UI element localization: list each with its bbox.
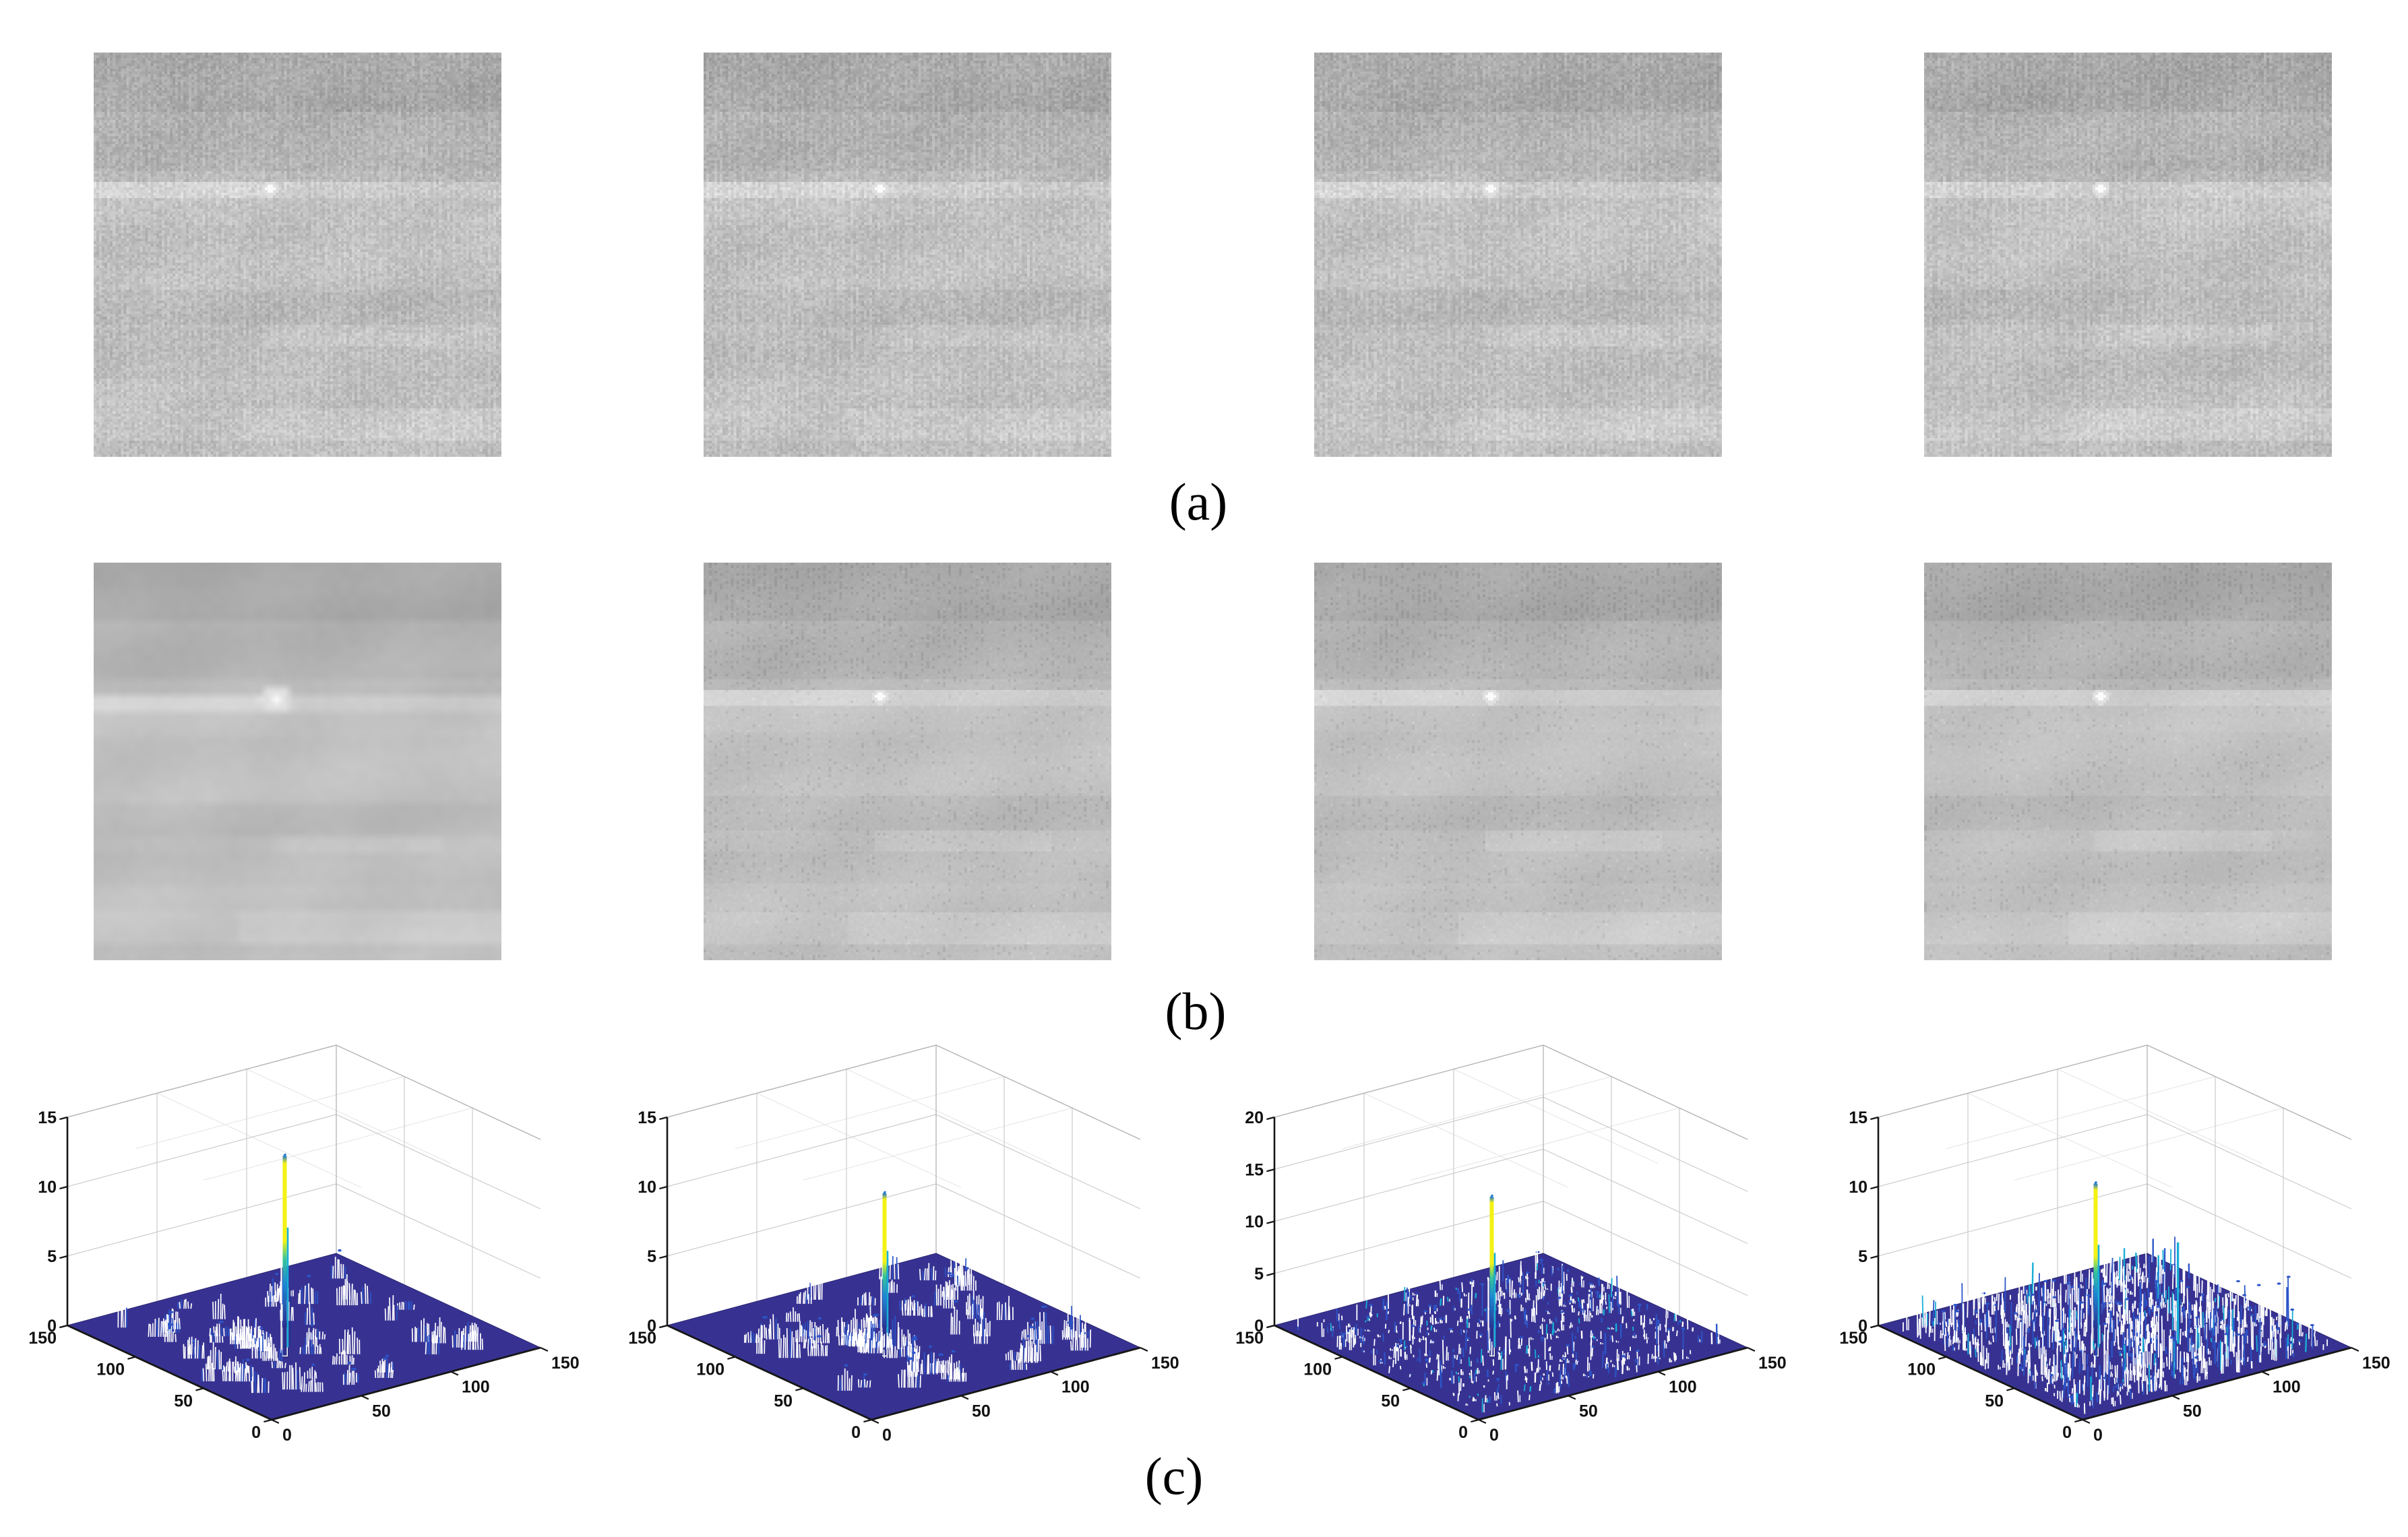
z-tick-label: 10 <box>638 1178 656 1197</box>
ir-image-b-2 <box>704 563 1111 960</box>
z-tick-label: 0 <box>1254 1317 1264 1336</box>
ir-image-b-4 <box>1924 563 2332 960</box>
y-tick-label: 50 <box>174 1391 193 1410</box>
x-tick-label: 50 <box>372 1402 391 1420</box>
x-tick-label: 100 <box>1669 1378 1697 1397</box>
y-tick-label: 50 <box>1985 1391 2004 1410</box>
z-tick-label: 15 <box>638 1108 656 1127</box>
z-tick-label: 0 <box>1858 1317 1867 1336</box>
ir-image-b-1 <box>94 563 501 960</box>
x-tick-label: 150 <box>1151 1354 1179 1373</box>
x-tick-label: 100 <box>2273 1378 2301 1397</box>
ir-image-a-1 <box>94 53 501 457</box>
z-tick-label: 15 <box>1245 1160 1264 1179</box>
z-tick-label: 15 <box>1849 1108 1867 1127</box>
z-tick-label: 10 <box>38 1178 57 1197</box>
mesh-plot-row: 0501001500501001500510150501001500501001… <box>28 1044 2390 1445</box>
y-tick-label: 150 <box>1235 1329 1264 1348</box>
mesh-surface-c-2 <box>744 1191 1092 1391</box>
x-tick-label: 0 <box>1489 1426 1499 1445</box>
y-tick-label: 0 <box>251 1423 261 1442</box>
z-tick-label: 10 <box>1245 1213 1264 1232</box>
z-tick-label: 20 <box>1245 1108 1264 1127</box>
y-tick-label: 100 <box>1303 1360 1332 1379</box>
z-tick-label: 5 <box>647 1247 656 1266</box>
y-tick-label: 0 <box>851 1423 861 1442</box>
panel-label-c: (c) <box>1144 1447 1204 1505</box>
y-tick-label: 0 <box>2062 1423 2072 1442</box>
x-tick-label: 100 <box>462 1378 490 1397</box>
y-tick-label: 0 <box>1458 1423 1468 1442</box>
z-tick-label: 0 <box>47 1317 57 1336</box>
x-tick-label: 150 <box>2362 1354 2390 1373</box>
y-tick-label: 50 <box>1381 1391 1400 1410</box>
z-tick-label: 10 <box>1849 1178 1867 1197</box>
x-tick-label: 150 <box>551 1354 580 1373</box>
y-tick-label: 150 <box>28 1329 57 1348</box>
y-tick-label: 150 <box>1839 1329 1867 1348</box>
x-tick-label: 0 <box>882 1426 892 1445</box>
x-tick-label: 0 <box>282 1426 292 1445</box>
ir-image-a-3 <box>1314 53 1722 457</box>
panel-label-a: (a) <box>1169 472 1228 531</box>
z-tick-label: 5 <box>1858 1247 1867 1266</box>
x-tick-label: 50 <box>2183 1402 2202 1420</box>
y-tick-label: 100 <box>96 1360 125 1379</box>
mesh-surface-c-3 <box>1297 1194 1721 1413</box>
panel-label-b: (b) <box>1165 982 1227 1040</box>
ir-image-b-3 <box>1314 563 1722 960</box>
x-tick-label: 50 <box>972 1402 991 1420</box>
z-tick-label: 5 <box>1254 1265 1264 1284</box>
y-tick-label: 100 <box>696 1360 724 1379</box>
mesh-surface-c-4 <box>1903 1181 2328 1414</box>
x-tick-label: 150 <box>1758 1354 1787 1373</box>
z-tick-label: 5 <box>47 1247 57 1266</box>
x-tick-label: 100 <box>1061 1378 1090 1397</box>
mesh-surface-c-1 <box>117 1153 483 1393</box>
ir-image-a-4 <box>1924 53 2332 457</box>
z-tick-label: 15 <box>38 1108 57 1127</box>
x-tick-label: 0 <box>2093 1426 2103 1445</box>
x-tick-label: 50 <box>1579 1402 1598 1420</box>
z-tick-label: 0 <box>647 1317 656 1336</box>
ir-image-a-2 <box>704 53 1111 457</box>
y-tick-label: 50 <box>774 1391 793 1410</box>
y-tick-label: 150 <box>628 1329 656 1348</box>
y-tick-label: 100 <box>1907 1360 1936 1379</box>
